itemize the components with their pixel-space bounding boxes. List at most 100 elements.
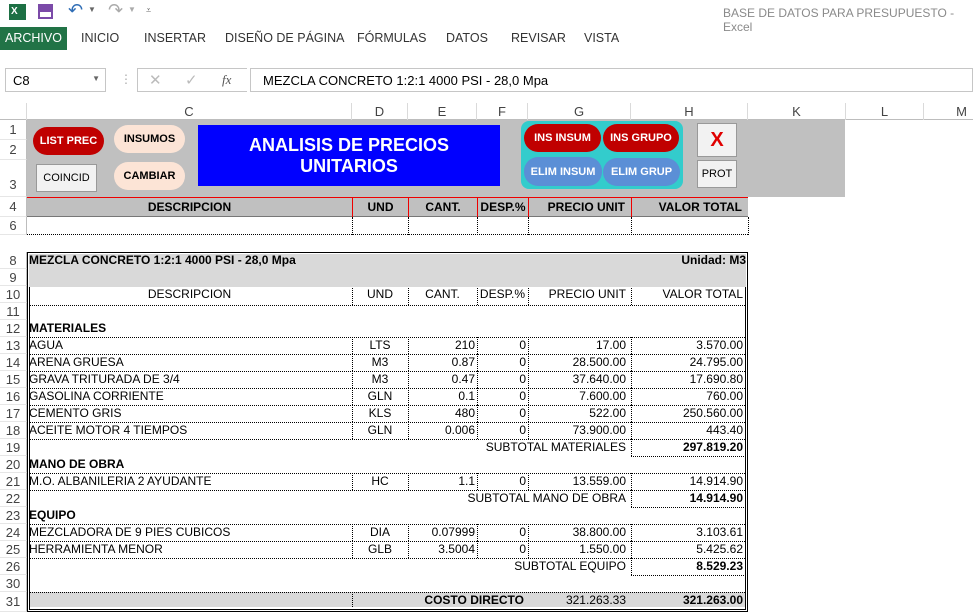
tab-insertar[interactable]: INSERTAR xyxy=(144,31,207,45)
table-row-cell[interactable]: GRAVA TRITURADA DE 3/4 xyxy=(29,372,180,386)
analysis-header-5[interactable]: VALOR TOTAL xyxy=(662,287,743,301)
subtotal-label-equipo[interactable]: SUBTOTAL EQUIPO xyxy=(514,559,626,573)
table-row-cell[interactable]: 1.550.00 xyxy=(579,542,626,556)
table-row-cell[interactable]: CEMENTO GRIS xyxy=(29,406,122,420)
table-row-cell[interactable]: M3 xyxy=(371,355,389,369)
row-header-18[interactable]: 18 xyxy=(0,422,27,439)
select-all-button[interactable] xyxy=(0,103,27,120)
header-1[interactable]: UND xyxy=(352,197,408,217)
table-row-cell[interactable]: 14.914.90 xyxy=(689,474,743,488)
table-row-cell[interactable]: 250.560.00 xyxy=(682,406,743,420)
header-3[interactable]: DESP.% xyxy=(477,197,528,217)
section-title-materiales[interactable]: MATERIALES xyxy=(29,321,107,335)
table-row-cell[interactable]: 760.00 xyxy=(706,389,743,403)
row-header-2[interactable]: 2 xyxy=(0,140,27,160)
elim-insum-button[interactable]: ELIM INSUM xyxy=(524,157,602,186)
close-button[interactable]: X xyxy=(697,123,737,157)
header-5[interactable]: VALOR TOTAL xyxy=(631,197,748,217)
column-header-h[interactable]: H xyxy=(631,103,748,120)
tab-diseño-de-página[interactable]: DISEÑO DE PÁGINA xyxy=(225,31,345,45)
row-header-26[interactable]: 26 xyxy=(0,558,27,575)
save-icon[interactable] xyxy=(38,4,53,19)
coincid-button[interactable]: COINCID xyxy=(36,164,97,192)
analysis-header-2[interactable]: CANT. xyxy=(425,287,460,301)
section-title-equipo[interactable]: EQUIPO xyxy=(29,508,76,522)
row-header-30[interactable]: 30 xyxy=(0,575,27,592)
table-row-cell[interactable]: 0 xyxy=(519,525,526,539)
table-row-cell[interactable]: HERRAMIENTA MENOR xyxy=(29,542,163,556)
table-row-cell[interactable]: 210 xyxy=(454,338,475,352)
table-row-cell[interactable]: 3.570.00 xyxy=(696,338,743,352)
table-row-cell[interactable]: 13.559.00 xyxy=(572,474,626,488)
row-header-11[interactable]: 11 xyxy=(0,303,27,320)
subtotal-value-materiales[interactable]: 297.819.20 xyxy=(682,440,743,454)
row-header-12[interactable]: 12 xyxy=(0,320,27,337)
row-header-25[interactable]: 25 xyxy=(0,541,27,558)
row-header-24[interactable]: 24 xyxy=(0,524,27,541)
table-row-cell[interactable]: GLB xyxy=(367,542,392,556)
header-0[interactable]: DESCRIPCION xyxy=(147,200,232,214)
table-row-cell[interactable]: ARENA GRUESA xyxy=(29,355,124,369)
table-row-cell[interactable]: 28.500.00 xyxy=(572,355,626,369)
list-prec-button[interactable]: LIST PREC xyxy=(33,127,104,155)
customize-toolbar-icon[interactable]: ⩡ xyxy=(146,5,152,15)
row-header-21[interactable]: 21 xyxy=(0,473,27,490)
table-row-cell[interactable]: 0 xyxy=(519,355,526,369)
subtotal-label-materiales[interactable]: SUBTOTAL MATERIALES xyxy=(485,440,626,454)
name-box[interactable]: C8 ▼ xyxy=(5,68,106,92)
row-header-1[interactable]: 1 xyxy=(0,120,27,140)
ins-insum-button[interactable]: INS INSUM xyxy=(524,124,601,152)
table-row-cell[interactable]: 73.900.00 xyxy=(572,423,626,437)
insumos-button[interactable]: INSUMOS xyxy=(114,125,185,153)
table-row-cell[interactable]: 0.07999 xyxy=(431,525,475,539)
row-header-22[interactable]: 22 xyxy=(0,490,27,507)
row-header-15[interactable]: 15 xyxy=(0,371,27,388)
row-header-20[interactable]: 20 xyxy=(0,456,27,473)
column-header-g[interactable]: G xyxy=(528,103,631,120)
table-row-cell[interactable]: 7.600.00 xyxy=(579,389,626,403)
row-header-8[interactable]: 8 xyxy=(0,252,27,269)
table-row-cell[interactable]: HC xyxy=(371,474,389,488)
table-row-cell[interactable]: GLN xyxy=(367,423,393,437)
row-header-23[interactable]: 23 xyxy=(0,507,27,524)
table-row-cell[interactable]: 24.795.00 xyxy=(689,355,743,369)
table-row-cell[interactable]: KLS xyxy=(368,406,392,420)
elim-grup-button[interactable]: ELIM GRUP xyxy=(603,158,680,186)
table-row-cell[interactable]: 1.1 xyxy=(458,474,475,488)
formula-input[interactable]: MEZCLA CONCRETO 1:2:1 4000 PSI - 28,0 Mp… xyxy=(250,68,973,92)
row-header-19[interactable]: 19 xyxy=(0,439,27,456)
ins-grupo-button[interactable]: INS GRUPO xyxy=(603,124,679,152)
table-row-cell[interactable]: GLN xyxy=(367,389,393,403)
row-header-17[interactable]: 17 xyxy=(0,405,27,422)
table-row-cell[interactable]: 0.47 xyxy=(451,372,475,386)
table-row-cell[interactable]: LTS xyxy=(369,338,391,352)
table-row-cell[interactable]: 0 xyxy=(519,406,526,420)
table-row-cell[interactable]: M.O. ALBANILERIA 2 AYUDANTE xyxy=(29,474,212,488)
row-header-31[interactable]: 31 xyxy=(0,592,27,612)
column-header-e[interactable]: E xyxy=(408,103,477,120)
analysis-header-3[interactable]: DESP.% xyxy=(479,287,526,301)
table-row-cell[interactable]: 0.1 xyxy=(458,389,475,403)
tab-revisar[interactable]: REVISAR xyxy=(511,31,566,45)
table-row-cell[interactable]: GASOLINA CORRIENTE xyxy=(29,389,164,403)
table-row-cell[interactable]: 522.00 xyxy=(589,406,626,420)
redo-dropdown-icon[interactable]: ▼ xyxy=(128,5,136,14)
table-row-cell[interactable]: 0 xyxy=(519,423,526,437)
table-row-cell[interactable]: 0 xyxy=(519,372,526,386)
table-row-cell[interactable]: 0.006 xyxy=(444,423,475,437)
redo-icon[interactable]: ↷ xyxy=(108,0,124,20)
tab-vista[interactable]: VISTA xyxy=(584,31,620,45)
row-header-4[interactable]: 4 xyxy=(0,197,27,217)
row-header-10[interactable]: 10 xyxy=(0,286,27,303)
subtotal-value-equipo[interactable]: 8.529.23 xyxy=(696,559,743,573)
subtotal-label-mano_obra[interactable]: SUBTOTAL MANO DE OBRA xyxy=(467,491,626,505)
row-header-14[interactable]: 14 xyxy=(0,354,27,371)
tab-inicio[interactable]: INICIO xyxy=(81,31,120,45)
analysis-header-1[interactable]: UND xyxy=(367,287,393,301)
table-row-cell[interactable]: 0 xyxy=(519,474,526,488)
costo-directo-label[interactable]: COSTO DIRECTO xyxy=(424,593,524,607)
table-row-cell[interactable]: 37.640.00 xyxy=(572,372,626,386)
column-header-c[interactable]: C xyxy=(27,103,352,120)
prot-button[interactable]: PROT xyxy=(697,160,737,188)
tab-archivo[interactable]: ARCHIVO xyxy=(0,27,67,50)
